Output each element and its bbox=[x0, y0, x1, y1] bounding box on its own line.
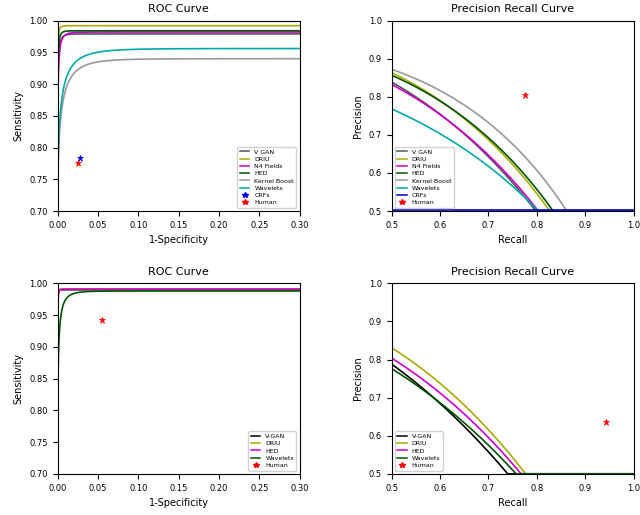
X-axis label: Recall: Recall bbox=[498, 498, 527, 508]
Y-axis label: Precision: Precision bbox=[353, 357, 363, 401]
X-axis label: Recall: Recall bbox=[498, 235, 527, 245]
Legend: V GAN, DRIU, N4 Fields, HED, Kernel Boost, Wavelets, CRFs, Human: V GAN, DRIU, N4 Fields, HED, Kernel Boos… bbox=[237, 147, 296, 208]
Title: ROC Curve: ROC Curve bbox=[148, 4, 209, 14]
Y-axis label: Sensitivity: Sensitivity bbox=[14, 353, 24, 404]
Legend: V GAN, DRIU, N4 Fields, HED, Kernel Boost, Wavelets, CRFs, Human: V GAN, DRIU, N4 Fields, HED, Kernel Boos… bbox=[395, 147, 454, 208]
Legend: V-GAN, DRIU, HED, Wavelets, Human: V-GAN, DRIU, HED, Wavelets, Human bbox=[395, 431, 443, 471]
X-axis label: 1-Specificity: 1-Specificity bbox=[148, 235, 209, 245]
Title: Precision Recall Curve: Precision Recall Curve bbox=[451, 4, 574, 14]
Y-axis label: Precision: Precision bbox=[353, 94, 363, 138]
Title: Precision Recall Curve: Precision Recall Curve bbox=[451, 267, 574, 277]
Y-axis label: Sensitivity: Sensitivity bbox=[14, 90, 24, 141]
Title: ROC Curve: ROC Curve bbox=[148, 267, 209, 277]
Legend: V-GAN, DRIU, HED, Wavelets, Human: V-GAN, DRIU, HED, Wavelets, Human bbox=[248, 431, 296, 471]
X-axis label: 1-Specificity: 1-Specificity bbox=[148, 498, 209, 508]
